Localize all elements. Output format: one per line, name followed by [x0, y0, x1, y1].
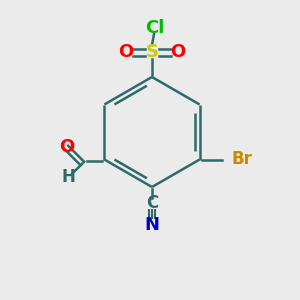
Text: O: O: [59, 139, 74, 157]
Text: Br: Br: [232, 151, 253, 169]
Text: H: H: [61, 169, 75, 187]
Text: N: N: [145, 216, 160, 234]
Text: Cl: Cl: [145, 19, 165, 37]
Text: O: O: [118, 43, 134, 61]
Text: S: S: [146, 43, 158, 61]
Text: C: C: [146, 194, 158, 212]
Text: O: O: [170, 43, 186, 61]
